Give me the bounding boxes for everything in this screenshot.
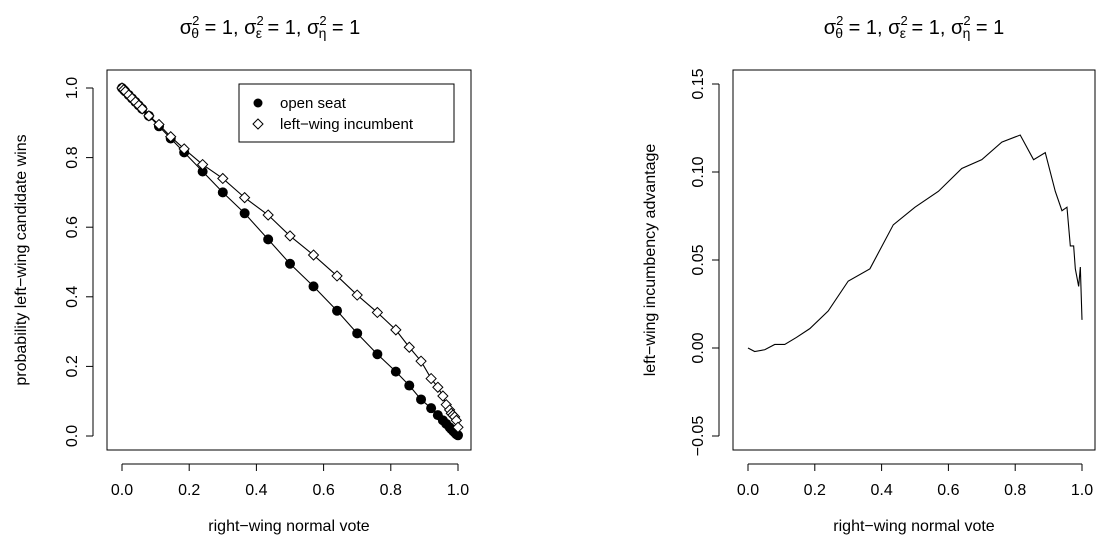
x-tick-label: 0.4 <box>870 482 892 499</box>
right-x-axis-label: right−wing normal vote <box>833 518 995 535</box>
legend-open-seat-marker <box>253 98 263 108</box>
legend-box <box>238 83 455 143</box>
y-tick-label: 0.2 <box>64 355 81 377</box>
y-tick-label: 0.10 <box>690 156 707 187</box>
open-seat-point <box>263 234 274 245</box>
open-seat-point <box>416 394 427 405</box>
incumbent-point <box>371 306 384 319</box>
x-tick-label: 1.0 <box>447 482 469 499</box>
x-tick-label: 0.6 <box>937 482 959 499</box>
incumbent-point <box>165 131 177 143</box>
left-plot-frame <box>106 69 472 451</box>
y-tick-label: 0.15 <box>690 68 707 99</box>
legend-incumbent-label: left−wing incumbent <box>280 116 414 133</box>
x-tick-label: 0.0 <box>737 482 759 499</box>
open-seat-point <box>217 187 228 198</box>
advantage-line <box>747 134 1083 353</box>
incumbent-point <box>178 143 190 155</box>
open-seat-point <box>372 349 383 360</box>
open-seat-point <box>197 166 208 177</box>
incumbent-point <box>351 289 363 301</box>
left-y-axis-label: probability left−wing candidate wins <box>13 134 30 385</box>
incumbent-point <box>437 390 449 402</box>
x-tick-label: 0.8 <box>380 482 402 499</box>
incumbent-point <box>284 230 296 242</box>
incumbent-point <box>452 421 464 434</box>
incumbent-point <box>331 270 343 282</box>
left-legend: open seat left−wing incumbent <box>238 83 455 143</box>
open-seat-point <box>390 366 401 377</box>
x-tick-label: 0.2 <box>178 482 200 499</box>
right-chart-panel: σ2 θ = 1, σ2 ε = 1, σ2 η = 1 right−wing nor… <box>642 13 1096 535</box>
incumbent-point <box>415 355 427 367</box>
incumbent-point <box>217 172 229 185</box>
y-tick-label: 0.0 <box>64 425 81 447</box>
incumbent-point <box>153 118 165 131</box>
incumbent-point <box>196 158 209 171</box>
x-tick-label: 0.6 <box>312 482 334 499</box>
x-tick-label: 0.2 <box>804 482 826 499</box>
open-seat-point <box>352 328 363 339</box>
right-plot-frame <box>732 69 1096 451</box>
y-tick-label: 0.8 <box>64 146 81 168</box>
open-seat-point <box>453 430 463 441</box>
incumbent-point <box>136 103 148 115</box>
right-chart-title: σ2 θ = 1, σ2 ε = 1, σ2 η = 1 <box>824 13 1005 41</box>
open-seat-point <box>239 208 250 219</box>
open-seat-point <box>404 380 415 391</box>
x-tick-label: 1.0 <box>1071 482 1093 499</box>
x-tick-label: 0.0 <box>111 482 133 499</box>
left-chart-title: σ2 θ = 1, σ2 ε = 1, σ2 η = 1 <box>180 13 361 41</box>
incumbent-point <box>307 249 320 261</box>
legend-incumbent-marker <box>252 118 264 130</box>
left-chart-panel: σ2 θ = 1, σ2 ε = 1, σ2 η = 1 right−wing nor… <box>13 13 472 535</box>
open-seat-point <box>332 305 343 316</box>
right-y-axis-label: left−wing incumbency advantage <box>642 144 659 377</box>
incumbent-point <box>390 324 402 336</box>
legend-open-seat-label: open seat <box>280 95 347 112</box>
y-tick-label: −0.05 <box>690 416 707 457</box>
left-x-axis-label: right−wing normal vote <box>208 518 370 535</box>
incumbent-point <box>238 191 251 204</box>
x-tick-label: 0.4 <box>245 482 267 499</box>
incumbent-point <box>432 381 444 393</box>
open-seat-point <box>285 258 295 269</box>
open-seat-point <box>426 403 437 414</box>
y-tick-label: 0.05 <box>690 244 707 275</box>
incumbent-point <box>403 341 415 353</box>
y-tick-label: 0.00 <box>690 332 707 363</box>
y-tick-label: 0.6 <box>64 216 81 238</box>
x-tick-label: 0.8 <box>1004 482 1026 499</box>
open-seat-point <box>308 281 319 292</box>
incumbent-point <box>425 372 437 385</box>
y-tick-label: 1.0 <box>64 77 81 99</box>
incumbent-point <box>262 209 274 221</box>
incumbent-point <box>143 110 155 122</box>
y-tick-label: 0.4 <box>64 286 81 308</box>
